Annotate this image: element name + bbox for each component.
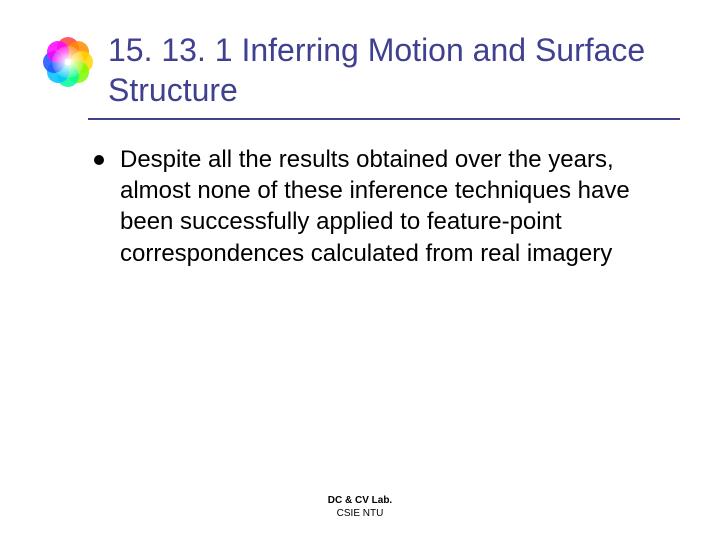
slide-footer: DC & CV Lab. CSIE NTU <box>0 494 720 520</box>
bullet-dot-icon <box>94 155 104 165</box>
slide-container: 15. 13. 1 Inferring Motion and Surface S… <box>0 0 720 540</box>
bullet-text: Despite all the results obtained over th… <box>120 144 680 269</box>
title-divider <box>88 118 680 120</box>
content-area: Despite all the results obtained over th… <box>40 144 680 269</box>
header: 15. 13. 1 Inferring Motion and Surface S… <box>40 30 680 110</box>
bullet-item: Despite all the results obtained over th… <box>94 144 680 269</box>
footer-lab: DC & CV Lab. <box>0 494 720 507</box>
slide-title: 15. 13. 1 Inferring Motion and Surface S… <box>108 30 680 110</box>
footer-dept: CSIE NTU <box>0 507 720 520</box>
color-wheel-icon <box>40 34 96 90</box>
